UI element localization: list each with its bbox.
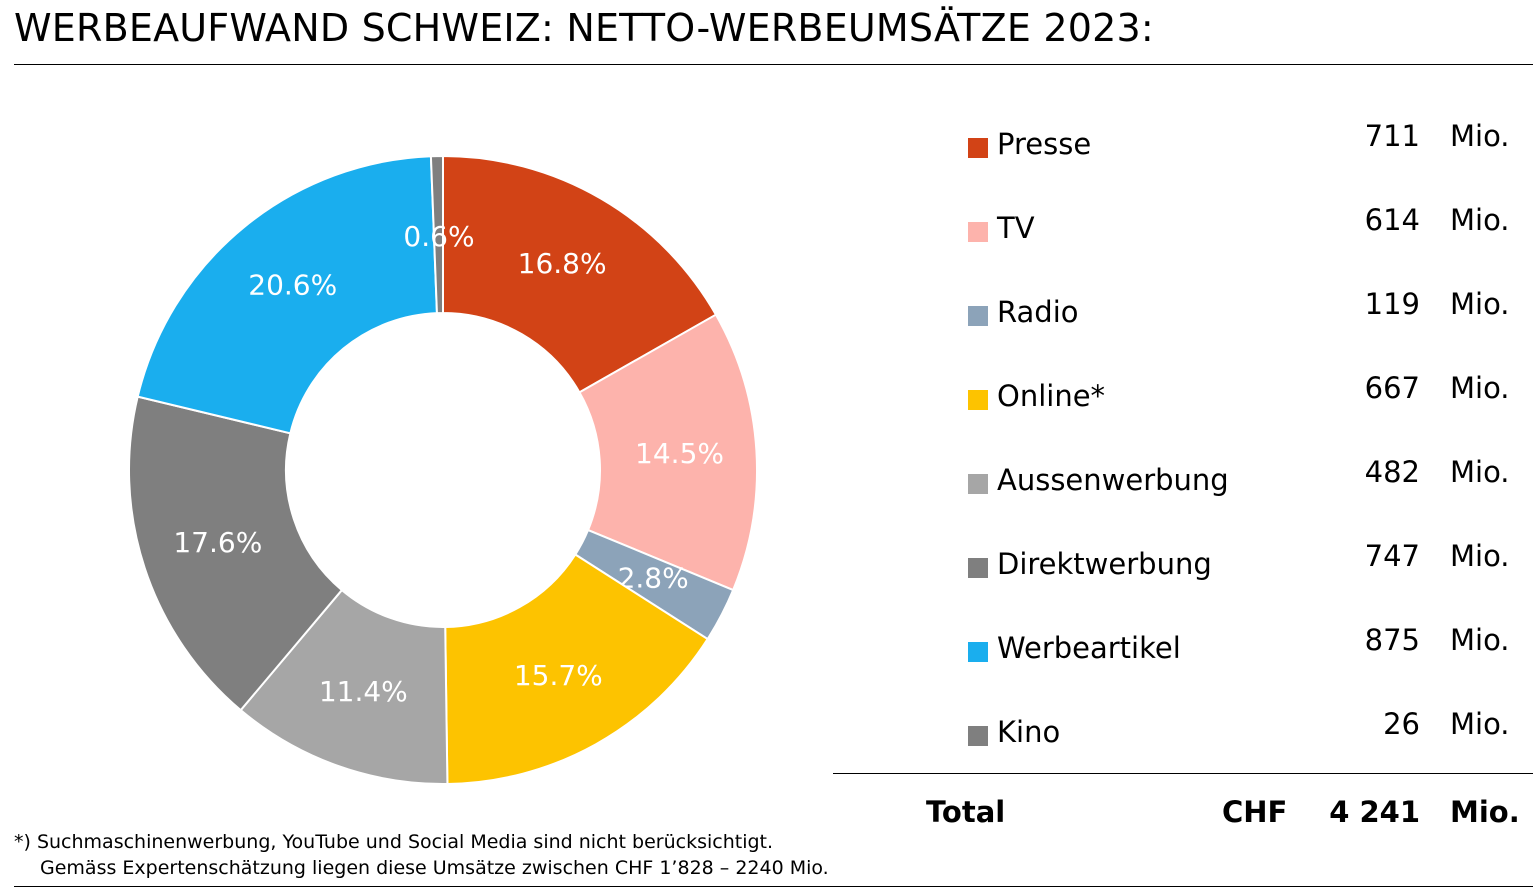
legend-swatch [968,138,988,158]
legend-label: TV [997,211,1035,245]
total-divider [833,773,1533,774]
legend-value: 614 [1364,203,1420,237]
legend-label: Direktwerbung [997,547,1212,581]
slice-percent-label-5: 17.6% [173,526,262,559]
legend-swatch [968,390,988,410]
total-value: 4 241 [1329,795,1420,829]
bottom-divider [14,886,1533,887]
total-currency: CHF [1222,795,1288,829]
title-divider [14,64,1533,65]
legend-label: Werbeartikel [997,631,1181,665]
donut-slice-4 [239,588,449,785]
donut-slice-6 [136,155,438,435]
legend-label: Aussenwerbung [997,463,1229,497]
legend-unit: Mio. [1450,287,1510,321]
chart-title: WERBEAUFWAND SCHWEIZ: NETTO-WERBEUMSÄTZE… [14,6,1154,50]
legend-unit: Mio. [1450,455,1510,489]
legend-value: 119 [1364,287,1420,321]
donut-slice-1 [578,313,758,592]
legend-label: Radio [997,295,1079,329]
legend-value: 667 [1364,371,1420,405]
legend-swatch [968,726,988,746]
legend-unit: Mio. [1450,539,1510,573]
legend-unit: Mio. [1450,119,1510,153]
legend-swatch [968,642,988,662]
legend-value: 482 [1364,455,1420,489]
total-unit: Mio. [1450,795,1520,829]
legend-value: 747 [1364,539,1420,573]
slice-percent-label-4: 11.4% [319,675,408,708]
donut-slice-5 [128,395,344,712]
legend-unit: Mio. [1450,707,1510,741]
legend-value: 26 [1383,707,1420,741]
legend-value: 711 [1364,119,1420,153]
legend-value: 875 [1364,623,1420,657]
total-label: Total [926,795,1006,829]
donut-slice-0 [442,154,718,394]
legend-unit: Mio. [1450,203,1510,237]
donut-slice-3 [444,553,709,785]
legend-unit: Mio. [1450,371,1510,405]
slice-percent-label-7: 0.6% [403,220,474,253]
donut-slice-7 [429,154,444,315]
legend-swatch [968,222,988,242]
footnote-line-1: *) Suchmaschinenwerbung, YouTube und Soc… [14,831,774,853]
slice-percent-label-6: 20.6% [248,269,337,302]
slice-percent-label-3: 15.7% [514,659,603,692]
legend-label: Kino [997,715,1061,749]
legend-swatch [968,474,988,494]
legend-label: Presse [997,127,1092,161]
footnote-line-2: Gemäss Expertenschätzung liegen diese Um… [40,857,829,879]
slice-percent-label-1: 14.5% [635,437,724,470]
legend-swatch [968,558,988,578]
legend-swatch [968,306,988,326]
legend-label: Online* [997,379,1106,413]
slice-percent-label-0: 16.8% [518,247,607,280]
legend-unit: Mio. [1450,623,1510,657]
donut-chart: 16.8%14.5%2.8%15.7%11.4%17.6%20.6%0.6% [128,154,758,785]
